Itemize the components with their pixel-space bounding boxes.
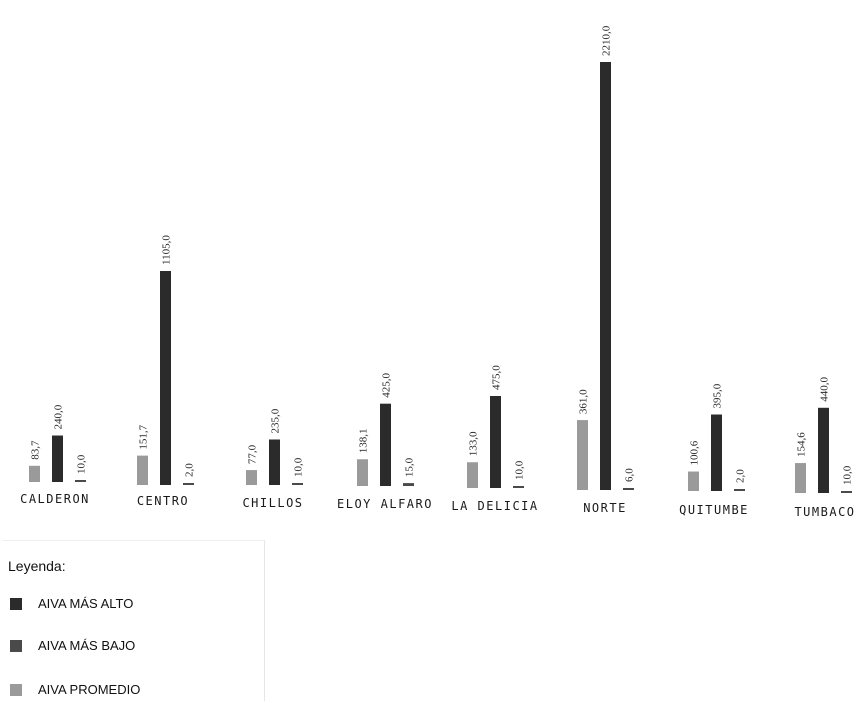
- category-label-quitumbe: QUITUMBE: [679, 503, 749, 517]
- bar-calderon-aiva-m-s-bajo: [75, 480, 86, 482]
- legend-label: AIVA MÁS ALTO: [38, 596, 134, 611]
- legend-item-aiva-mas-alto: AIVA MÁS ALTO: [10, 596, 133, 611]
- value-label: 133,0: [468, 431, 480, 456]
- category-label-tumbaco: TUMBACO: [794, 505, 855, 519]
- bar-centro-aiva-promedio: [137, 455, 148, 485]
- value-label: 240,0: [53, 404, 65, 429]
- legend-item-aiva-mas-bajo: AIVA MÁS BAJO: [10, 638, 135, 653]
- value-label: 361,0: [578, 389, 590, 414]
- category-label-calderon: CALDERON: [20, 492, 90, 506]
- bar-tumbaco-aiva-m-s-bajo: [841, 491, 852, 493]
- value-labels-group: 83,7 240,0 10,0 151,7 1105,0 2,0 77,0 235,0 10,0…: [30, 25, 854, 485]
- category-label-norte: NORTE: [583, 501, 627, 515]
- bar-eloy-alfaro-aiva-m-s-alto: [380, 403, 391, 486]
- value-label: 154,6: [796, 432, 808, 457]
- bar-la-delicia-aiva-promedio: [467, 462, 478, 488]
- category-labels-group: CALDERON CENTRO CHILLOS ELOY ALFARO LA DELIC…: [20, 492, 855, 519]
- value-label: 100,6: [689, 440, 701, 465]
- bar-eloy-alfaro-aiva-promedio: [357, 459, 368, 486]
- value-label: 138,1: [358, 429, 370, 454]
- bar-chillos-aiva-m-s-alto: [269, 439, 280, 485]
- bar-centro-aiva-m-s-alto: [160, 271, 171, 485]
- legend-item-aiva-promedio: AIVA PROMEDIO: [10, 682, 140, 697]
- legend-swatch-icon: [10, 597, 22, 610]
- legend-panel: [2, 540, 265, 701]
- bar-calderon-aiva-promedio: [29, 465, 40, 482]
- value-label: 10,0: [293, 457, 305, 477]
- value-label: 395,0: [712, 383, 724, 408]
- bar-quitumbe-aiva-promedio: [688, 471, 699, 491]
- value-label: 10,0: [842, 465, 854, 485]
- category-label-eloy-alfaro: ELOY ALFARO: [337, 497, 433, 511]
- value-label: 440,0: [819, 377, 831, 402]
- category-label-centro: CENTRO: [137, 494, 189, 508]
- value-label: 2,0: [184, 463, 196, 477]
- bar-tumbaco-aiva-m-s-alto: [818, 407, 829, 493]
- bars-group: [29, 62, 852, 493]
- bar-chart: 83,7 240,0 10,0 151,7 1105,0 2,0 77,0 235,0 10,0…: [20, 25, 855, 519]
- legend-title: Leyenda:: [8, 558, 66, 574]
- bar-chillos-aiva-m-s-bajo: [292, 483, 303, 485]
- value-label: 151,7: [138, 424, 150, 449]
- value-label: 83,7: [30, 440, 42, 460]
- bar-calderon-aiva-m-s-alto: [52, 435, 63, 482]
- bar-norte-aiva-m-s-bajo: [623, 488, 634, 490]
- value-label: 1105,0: [161, 235, 173, 265]
- bar-norte-aiva-promedio: [577, 420, 588, 490]
- bar-tumbaco-aiva-promedio: [795, 463, 806, 493]
- category-label-chillos: CHILLOS: [242, 496, 303, 510]
- value-label: 235,0: [270, 408, 282, 433]
- bar-la-delicia-aiva-m-s-alto: [490, 396, 501, 488]
- legend-label: AIVA PROMEDIO: [38, 682, 141, 697]
- value-label: 15,0: [404, 457, 416, 477]
- value-label: 10,0: [76, 454, 88, 474]
- legend-swatch-icon: [10, 639, 22, 652]
- bar-la-delicia-aiva-m-s-bajo: [513, 486, 524, 488]
- value-label: 2210,0: [601, 25, 613, 56]
- value-label: 6,0: [624, 468, 636, 482]
- bar-centro-aiva-m-s-bajo: [183, 483, 194, 485]
- bar-quitumbe-aiva-m-s-alto: [711, 414, 722, 491]
- bar-norte-aiva-m-s-alto: [600, 62, 611, 490]
- bar-chillos-aiva-promedio: [246, 470, 257, 485]
- legend-swatch-icon: [10, 683, 22, 696]
- value-label: 475,0: [491, 365, 503, 390]
- value-label: 77,0: [247, 444, 259, 464]
- category-label-la-delicia: LA DELICIA: [451, 499, 538, 513]
- value-label: 10,0: [514, 460, 526, 480]
- legend-label: AIVA MÁS BAJO: [38, 638, 136, 653]
- bar-quitumbe-aiva-m-s-bajo: [734, 489, 745, 491]
- bar-eloy-alfaro-aiva-m-s-bajo: [403, 483, 414, 486]
- value-label: 425,0: [381, 372, 393, 397]
- value-label: 2,0: [735, 469, 747, 483]
